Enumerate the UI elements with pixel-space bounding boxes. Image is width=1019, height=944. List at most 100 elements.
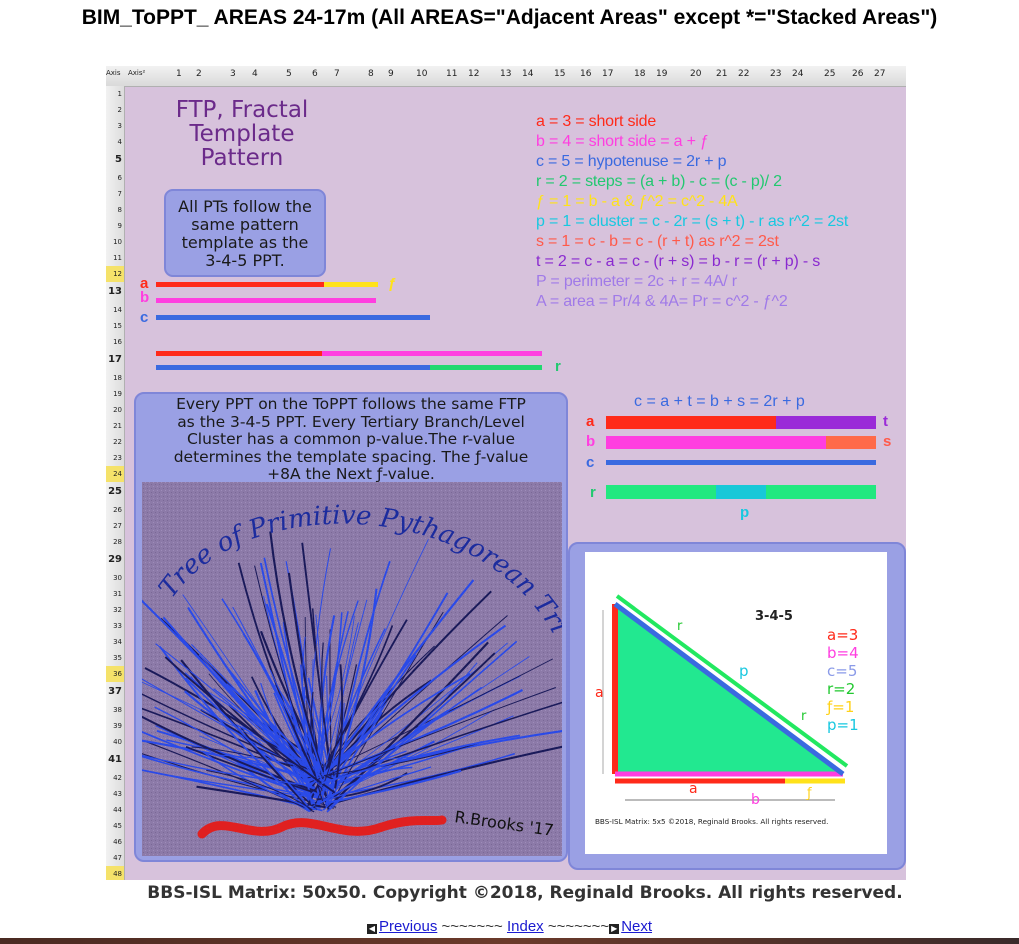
explanation-line: +8A the Next ƒ-value. bbox=[267, 465, 435, 483]
bar-b bbox=[156, 298, 376, 303]
tree-panel: Every PPT on the ToPPT follows the same … bbox=[134, 392, 568, 862]
row-header: 4 bbox=[117, 138, 122, 146]
equation-line: ƒ = 1 = b - a & ƒ^2 = c^2 - 4A bbox=[536, 193, 738, 210]
tree-branch bbox=[332, 654, 417, 783]
explanation-line: determines the template spacing. The ƒ-v… bbox=[173, 447, 529, 466]
row-header: 17 bbox=[108, 354, 122, 365]
index-link[interactable]: Index bbox=[506, 918, 544, 935]
tree-branch bbox=[326, 539, 429, 775]
ftp-title-line: Template bbox=[189, 121, 295, 147]
tree-branch bbox=[263, 557, 325, 777]
cabt-bar-s bbox=[826, 436, 876, 449]
cabt-bar-b bbox=[606, 436, 826, 449]
explanation-line: Cluster has a common p-value.The r-value bbox=[186, 430, 516, 448]
label-a: a bbox=[595, 685, 604, 701]
column-header: 26 bbox=[852, 69, 864, 79]
pt-note-line: same pattern bbox=[191, 215, 299, 234]
column-header: 1 bbox=[176, 69, 182, 79]
column-header: Axis bbox=[106, 69, 121, 77]
tree-branch bbox=[142, 769, 323, 812]
row-header: 25 bbox=[108, 486, 122, 497]
row-header: 7 bbox=[117, 190, 122, 198]
bar-c-row2 bbox=[156, 365, 430, 370]
row-header: 14 bbox=[113, 306, 122, 314]
bar-label-r: r bbox=[555, 358, 561, 375]
tree-branch bbox=[142, 599, 315, 784]
row-header: 10 bbox=[113, 238, 122, 246]
tree-branch bbox=[323, 624, 507, 775]
triangle-heading: 3-4-5 bbox=[755, 609, 793, 624]
row-header: 34 bbox=[113, 638, 122, 646]
triangle-diagram: a a b ƒ r p r 3-4-5 a=3b=4c=5r=2ƒ=1p=1 B… bbox=[585, 552, 887, 854]
cabt-label-p: p bbox=[740, 504, 750, 521]
tree-branch bbox=[321, 734, 521, 785]
column-header: 7 bbox=[334, 69, 340, 79]
cabt-bar-a bbox=[606, 416, 776, 429]
row-header: 44 bbox=[113, 806, 122, 814]
tree-branch bbox=[310, 691, 326, 808]
row-header: 28 bbox=[113, 538, 122, 546]
bottom-strip bbox=[0, 938, 1019, 944]
ftp-explanation: Every PPT on the ToPPT follows the same … bbox=[136, 395, 566, 484]
tree-branch bbox=[269, 669, 324, 774]
label-r-bottom: r bbox=[801, 709, 807, 724]
row-header: 9 bbox=[117, 222, 122, 230]
equation-line: c = 5 = hypotenuse = 2r + p bbox=[536, 153, 727, 170]
bar-label-a: a bbox=[140, 275, 149, 292]
previous-link[interactable]: Previous bbox=[378, 918, 438, 935]
tree-branch bbox=[221, 598, 325, 785]
tree-branch bbox=[196, 785, 326, 809]
row-header: 18 bbox=[113, 374, 122, 382]
tree-branch bbox=[237, 562, 317, 777]
bar-a-row2 bbox=[156, 351, 322, 356]
next-link[interactable]: Next bbox=[621, 918, 653, 935]
row-header: 26 bbox=[113, 506, 122, 514]
bar-label-c: c bbox=[140, 309, 149, 326]
cabt-title: c = a + t = b + s = 2r + p bbox=[634, 393, 805, 410]
ftp-title: FTP, Fractal Template Pattern bbox=[146, 98, 338, 170]
tree-branch bbox=[187, 606, 319, 798]
column-header: 18 bbox=[634, 69, 646, 79]
label-p: p bbox=[739, 662, 749, 680]
equation-line: A = area = Pr/4 & 4A= Pr = c^2 - ƒ^2 bbox=[536, 293, 788, 310]
roots-squiggle bbox=[197, 815, 447, 839]
bar-b-row2 bbox=[322, 351, 542, 356]
tree-branch bbox=[326, 675, 329, 806]
tree-branch bbox=[328, 711, 384, 806]
triangle-value-list: a=3b=4c=5r=2ƒ=1p=1 bbox=[826, 626, 859, 734]
cabt-bar-p bbox=[716, 485, 766, 499]
bar-r-row2 bbox=[430, 365, 542, 370]
row-header: 37 bbox=[108, 686, 122, 697]
row-header: 12 bbox=[106, 266, 124, 282]
tree-branch bbox=[326, 769, 462, 805]
column-header: 16 bbox=[580, 69, 592, 79]
row-header: 19 bbox=[113, 390, 122, 398]
nav-separator: ~~~~~~~ bbox=[547, 918, 610, 935]
row-header-bar: 1 2 3 4 5 6 7 8 9 10 11 12 13 14 15 16 17 18 19 20 21 22 23 24 2… bbox=[106, 86, 125, 880]
column-header: 17 bbox=[602, 69, 614, 79]
cabt-label-r: r bbox=[590, 484, 596, 501]
ftp-title-line: Pattern bbox=[200, 145, 284, 171]
row-header: 24 bbox=[106, 466, 124, 482]
pt-note-box: All PTs follow the same pattern template… bbox=[164, 189, 326, 277]
explanation-line: Every PPT on the ToPPT follows the same … bbox=[176, 395, 526, 413]
tree-branch bbox=[312, 656, 530, 808]
row-header: 45 bbox=[113, 822, 122, 830]
label-r-top: r bbox=[677, 619, 683, 634]
tree-branch bbox=[142, 693, 334, 780]
tree-branch bbox=[184, 690, 316, 790]
bar-label-b: b bbox=[140, 289, 150, 306]
row-header: 39 bbox=[113, 722, 122, 730]
tree-branch bbox=[310, 730, 562, 785]
column-header: 14 bbox=[522, 69, 534, 79]
row-header: 3 bbox=[117, 122, 122, 130]
tree-of-ppt-artwork: Tree of Primitive Pythagorean Triples R.… bbox=[142, 482, 562, 856]
column-header: 11 bbox=[446, 69, 458, 79]
row-header: 15 bbox=[113, 322, 122, 330]
tree-branch bbox=[198, 654, 328, 791]
cabt-label-b: b bbox=[586, 433, 596, 450]
row-header: 21 bbox=[113, 422, 122, 430]
equation-line: P = perimeter = 2c + r = 4A/ r bbox=[536, 273, 737, 290]
spreadsheet-image: Axis Axis² 1 2 3 4 5 6 7 8 9 10 11 12 13 14 15 16 17 18 19 20… bbox=[106, 66, 906, 880]
column-header: 9 bbox=[388, 69, 394, 79]
